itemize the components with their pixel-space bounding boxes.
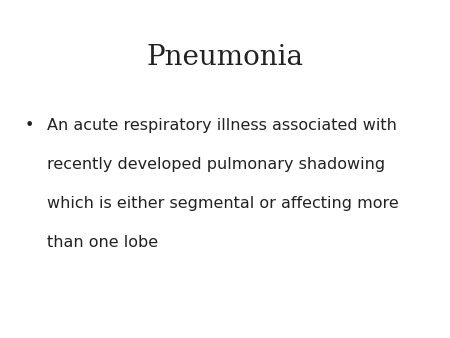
Text: recently developed pulmonary shadowing: recently developed pulmonary shadowing — [47, 157, 385, 172]
Text: Pneumonia: Pneumonia — [147, 44, 303, 71]
Text: An acute respiratory illness associated with: An acute respiratory illness associated … — [47, 118, 397, 133]
Text: •: • — [25, 118, 34, 133]
Text: which is either segmental or affecting more: which is either segmental or affecting m… — [47, 196, 399, 211]
Text: than one lobe: than one lobe — [47, 235, 158, 250]
